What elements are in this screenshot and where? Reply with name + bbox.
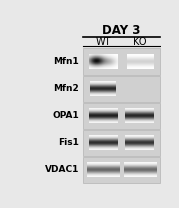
FancyBboxPatch shape	[83, 130, 160, 156]
Text: OPA1: OPA1	[52, 111, 79, 120]
Text: VDAC1: VDAC1	[45, 166, 79, 175]
Text: WT: WT	[96, 37, 111, 47]
Text: Mfn1: Mfn1	[54, 57, 79, 66]
Text: DAY 3: DAY 3	[102, 24, 141, 37]
FancyBboxPatch shape	[83, 76, 160, 102]
FancyBboxPatch shape	[83, 157, 160, 183]
Text: Fis1: Fis1	[58, 138, 79, 147]
Text: KO: KO	[133, 37, 147, 47]
FancyBboxPatch shape	[83, 48, 160, 75]
Text: Mfn2: Mfn2	[54, 84, 79, 93]
FancyBboxPatch shape	[83, 103, 160, 129]
